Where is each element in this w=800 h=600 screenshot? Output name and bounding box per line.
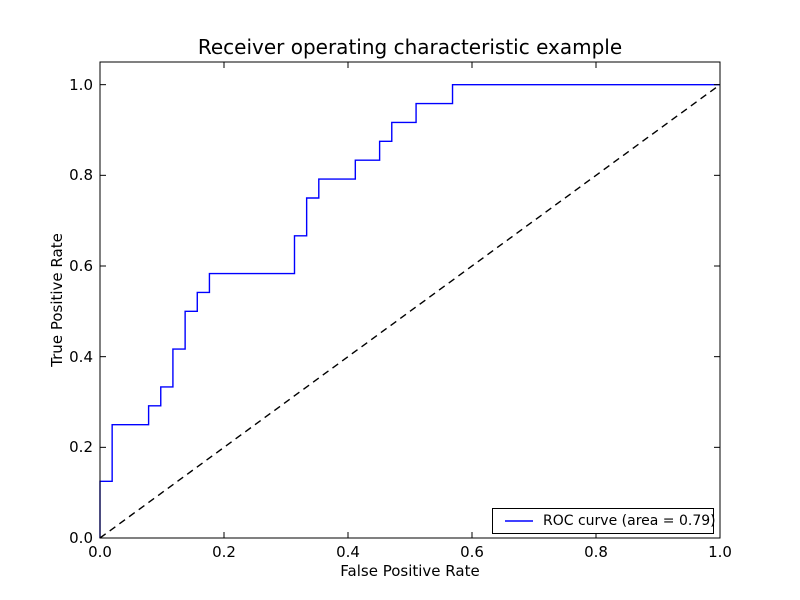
x-tick-label-1.0: 1.0	[708, 543, 732, 561]
x-tick-label-0.6: 0.6	[460, 543, 484, 561]
roc-curve-line	[99, 83, 720, 538]
y-tick-label-0.0: 0.0	[69, 529, 93, 547]
y-tick-label-0.4: 0.4	[69, 347, 93, 366]
chance-diagonal-line	[99, 84, 721, 539]
y-tick-label-0.8: 0.8	[69, 166, 93, 185]
y-tick-label-0.2: 0.2	[69, 438, 93, 457]
x-tick-label-0.4: 0.4	[336, 543, 360, 561]
legend-label: ROC curve (area = 0.79)	[543, 513, 716, 529]
chart-title: Receiver operating characteristic exampl…	[197, 35, 623, 59]
x-tick-label-0.8: 0.8	[584, 543, 608, 561]
x-tick-label-0.0: 0.0	[88, 543, 112, 561]
y-tick-label-1.0: 1.0	[69, 75, 93, 94]
x-axis-label: False Positive Rate	[340, 562, 480, 580]
axes-frame	[99, 61, 721, 539]
y-tick-label-0.6: 0.6	[69, 257, 93, 275]
legend: ROC curve (area = 0.79)	[492, 508, 716, 534]
legend-line-sample	[505, 520, 533, 522]
x-tick-label-0.2: 0.2	[212, 543, 236, 561]
